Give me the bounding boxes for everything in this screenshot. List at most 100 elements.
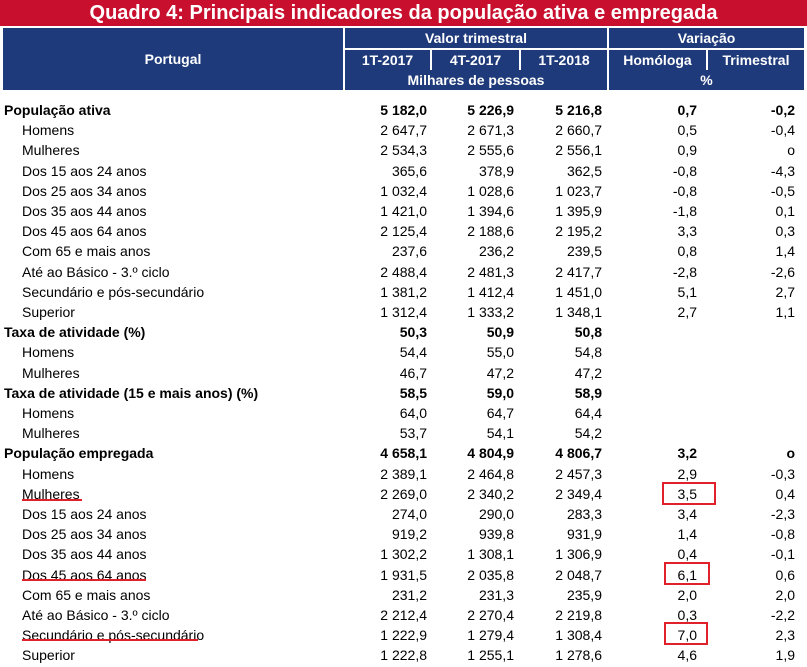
table-row: Dos 35 aos 44 anos 1 421,0 1 394,6 1 395,9 -… xyxy=(0,201,807,221)
row-value-5: 1,4 xyxy=(775,243,795,260)
header-var-trimestral-label: Trimestral xyxy=(722,52,790,68)
row-value-2: 2 481,3 xyxy=(467,263,514,280)
row-value-4: 4,6 xyxy=(677,647,697,664)
table-row: Mulheres 2 534,3 2 555,6 2 556,1 0,9 o xyxy=(0,140,807,160)
row-value-2: 4 804,9 xyxy=(467,445,514,462)
row-value-2: 236,2 xyxy=(478,243,514,260)
row-value-1: 274,0 xyxy=(391,506,427,522)
row-value-5: 2,0 xyxy=(775,586,795,603)
header-portugal: Portugal xyxy=(3,28,343,90)
row-value-4: 0,7 xyxy=(677,102,697,118)
row-label: Mulheres xyxy=(22,142,80,159)
row-value-1: 2 488,4 xyxy=(380,263,427,280)
row-value-1: 1 381,2 xyxy=(380,283,427,300)
row-value-2: 64,7 xyxy=(486,405,514,421)
table-row: Dos 25 aos 34 anos 919,2 939,8 931,9 1,4 -0,8 xyxy=(0,524,807,544)
table-row: Dos 15 aos 24 anos 365,6 378,9 362,5 -0,8 -4,… xyxy=(0,161,807,181)
row-value-4: 0,4 xyxy=(677,546,697,563)
row-value-2: 1 394,6 xyxy=(467,203,514,219)
row-value-2: 1 028,6 xyxy=(467,182,514,199)
row-value-4: -2,8 xyxy=(672,263,697,280)
header-variacao: Variação xyxy=(609,28,804,48)
table-row: Até ao Básico - 3.º ciclo 2 212,4 2 270,4 2… xyxy=(0,605,807,625)
header-period-3: 1T-2018 xyxy=(521,50,607,70)
row-value-3: 54,2 xyxy=(574,425,602,442)
table-row: Dos 35 aos 44 anos 1 302,2 1 308,1 1 306,9 0… xyxy=(0,544,807,564)
row-value-2: 1 279,4 xyxy=(467,627,514,644)
row-value-4: -0,8 xyxy=(672,162,697,179)
header-unit-values-label: Milhares de pessoas xyxy=(407,72,545,88)
row-value-2: 2 464,8 xyxy=(467,465,514,482)
table-row: Dos 45 aos 64 anos 2 125,4 2 188,6 2 195,2 3… xyxy=(0,221,807,241)
row-value-1: 231,2 xyxy=(391,586,427,603)
table-row: Com 65 e mais anos 231,2 231,3 235,9 2,0 2,0 xyxy=(0,585,807,605)
row-label: Superior xyxy=(22,647,75,664)
row-value-5: -0,1 xyxy=(770,546,795,563)
row-label: Dos 45 aos 64 anos xyxy=(22,566,147,583)
row-value-2: 50,9 xyxy=(486,324,514,341)
row-value-4: -1,8 xyxy=(672,203,697,219)
row-value-4: 5,1 xyxy=(677,283,697,300)
row-value-1: 1 421,0 xyxy=(380,203,427,219)
row-label: Mulheres xyxy=(22,485,80,502)
row-value-3: 1 395,9 xyxy=(555,203,602,219)
row-value-1: 64,0 xyxy=(399,405,427,421)
row-value-5: -0,2 xyxy=(770,102,795,118)
header-var-trimestral: Trimestral xyxy=(708,50,804,70)
header-variacao-label: Variação xyxy=(677,30,736,46)
row-label: Dos 35 aos 44 anos xyxy=(22,203,147,219)
header-period-2: 4T-2017 xyxy=(432,50,519,70)
row-value-4: 3,4 xyxy=(677,506,697,522)
row-value-1: 58,5 xyxy=(399,384,427,401)
row-value-3: 47,2 xyxy=(574,364,602,381)
row-value-3: 2 457,3 xyxy=(555,465,602,482)
row-value-1: 53,7 xyxy=(399,425,427,442)
row-value-5: 0,4 xyxy=(775,485,795,502)
header-unit-values: Milhares de pessoas xyxy=(345,70,607,90)
row-value-5: -2,2 xyxy=(770,607,795,623)
row-value-4: 7,0 xyxy=(677,627,697,644)
row-value-1: 4 658,1 xyxy=(380,445,427,462)
table-row: Superior 1 222,8 1 255,1 1 278,6 4,6 1,9 xyxy=(0,645,807,665)
table-row: Dos 15 aos 24 anos 274,0 290,0 283,3 3,4 -2,3 xyxy=(0,504,807,524)
row-label: Taxa de atividade (%) xyxy=(4,324,146,341)
row-value-4: 2,0 xyxy=(677,586,697,603)
header-period-3-label: 1T-2018 xyxy=(538,52,590,68)
row-value-3: 1 348,1 xyxy=(555,304,602,320)
row-value-5: o xyxy=(786,445,795,462)
row-value-3: 2 219,8 xyxy=(555,607,602,623)
row-value-1: 237,6 xyxy=(391,243,427,260)
row-value-1: 50,3 xyxy=(399,324,427,341)
row-value-2: 231,3 xyxy=(478,586,514,603)
row-value-2: 2 340,2 xyxy=(467,485,514,502)
underline-secundario xyxy=(22,639,198,641)
row-value-5: 0,3 xyxy=(775,223,795,240)
table-row: Com 65 e mais anos 237,6 236,2 239,5 0,8 1,4 xyxy=(0,241,807,261)
row-label: Dos 45 aos 64 anos xyxy=(22,223,147,240)
row-value-1: 919,2 xyxy=(391,526,427,543)
row-label: Até ao Básico - 3.º ciclo xyxy=(22,263,170,280)
row-label: População empregada xyxy=(4,445,154,462)
row-value-5: 0,1 xyxy=(775,203,795,219)
row-label: Homens xyxy=(22,405,75,421)
row-value-2: 1 333,2 xyxy=(467,304,514,320)
row-value-3: 2 048,7 xyxy=(555,566,602,583)
row-value-3: 1 023,7 xyxy=(555,182,602,199)
row-value-1: 1 302,2 xyxy=(380,546,427,563)
header-valor-trimestral: Valor trimestral xyxy=(345,28,607,48)
row-value-5: -2,3 xyxy=(770,506,795,522)
row-label: Superior xyxy=(22,304,75,320)
row-value-1: 5 182,0 xyxy=(380,102,427,118)
row-value-3: 5 216,8 xyxy=(555,102,602,118)
row-value-5: 1,1 xyxy=(775,304,795,320)
row-value-5: -0,3 xyxy=(770,465,795,482)
row-value-3: 931,9 xyxy=(566,526,602,543)
header-period-1: 1T-2017 xyxy=(345,50,430,70)
row-value-3: 4 806,7 xyxy=(555,445,602,462)
row-value-3: 64,4 xyxy=(574,405,602,421)
row-value-4: -0,8 xyxy=(672,182,697,199)
row-label: Dos 25 aos 34 anos xyxy=(22,526,147,543)
row-value-2: 54,1 xyxy=(486,425,514,442)
row-value-1: 46,7 xyxy=(399,364,427,381)
row-value-5: -0,4 xyxy=(770,122,795,139)
